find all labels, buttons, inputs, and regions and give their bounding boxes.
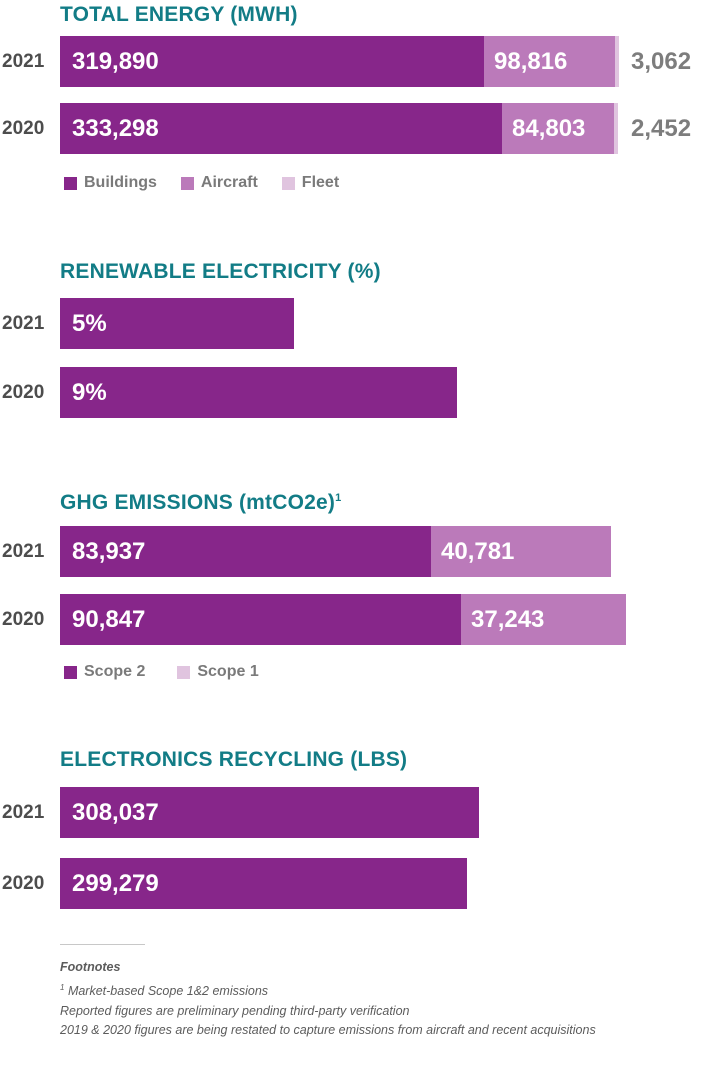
legend-item-buildings: Buildings bbox=[64, 174, 157, 192]
category-label: 2020 bbox=[2, 609, 45, 630]
bar-buildings-2021: 319,890 bbox=[60, 36, 484, 87]
category-label: 2020 bbox=[2, 873, 45, 894]
footnote-2: Reported figures are preliminary pending… bbox=[60, 1004, 410, 1019]
legend-swatch bbox=[64, 176, 77, 190]
category-label: 2020 bbox=[2, 382, 45, 403]
category-label: 2021 bbox=[2, 313, 45, 334]
data-label-fleet-2021: 3,062 bbox=[631, 48, 692, 75]
bar-row-2020: 2020 9% bbox=[0, 367, 709, 418]
bar-row-2020: 2020 333,298 84,803 2,452 bbox=[0, 103, 709, 154]
footnote-text: Market-based Scope 1&2 emissions bbox=[67, 984, 269, 999]
bar-row-2021: 2021 319,890 98,816 3,062 bbox=[0, 36, 709, 87]
legend: Buildings Aircraft Fleet bbox=[64, 174, 363, 192]
bar-renewable-2021: 5% bbox=[60, 298, 294, 349]
bar-fleet-2021 bbox=[615, 36, 619, 87]
chart-title-text: GHG EMISSIONS (mtCO2e) bbox=[60, 491, 336, 514]
legend-swatch bbox=[281, 176, 295, 190]
legend-item-aircraft: Aircraft bbox=[180, 174, 258, 192]
chart-title: GHG EMISSIONS (mtCO2e)1 bbox=[60, 491, 341, 515]
legend-swatch bbox=[180, 176, 194, 190]
bar-scope1-2021: 40,781 bbox=[431, 526, 611, 577]
footnote-marker: 1 bbox=[60, 983, 65, 992]
footnotes: Footnotes 1 Market-based Scope 1&2 emiss… bbox=[60, 944, 660, 1042]
category-label: 2020 bbox=[2, 118, 45, 139]
bar-scope2-2021: 83,937 bbox=[60, 526, 431, 577]
data-label-fleet-2020: 2,452 bbox=[631, 115, 692, 142]
bar-renewable-2020: 9% bbox=[60, 367, 457, 418]
legend: Scope 2 Scope 1 bbox=[64, 663, 283, 681]
category-label: 2021 bbox=[2, 51, 45, 72]
legend-label: Fleet bbox=[301, 174, 340, 191]
bar-fleet-2020 bbox=[614, 103, 618, 154]
bar-aircraft-2021: 98,816 bbox=[484, 36, 615, 87]
bar-row-2021: 2021 5% bbox=[0, 298, 709, 349]
legend-label: Buildings bbox=[84, 174, 157, 191]
bar-buildings-2020: 333,298 bbox=[60, 103, 502, 154]
bar-row-2020: 2020 299,279 bbox=[0, 858, 709, 909]
footnote-1: 1 Market-based Scope 1&2 emissions bbox=[60, 980, 660, 999]
footnote-3: 2019 & 2020 figures are being restated t… bbox=[60, 1023, 596, 1038]
legend-label: Scope 2 bbox=[84, 663, 146, 680]
chart-title: TOTAL ENERGY (MWH) bbox=[60, 3, 298, 26]
category-label: 2021 bbox=[2, 541, 45, 562]
category-label: 2021 bbox=[2, 802, 45, 823]
footnote-marker: 1 bbox=[335, 492, 342, 504]
legend-item-fleet: Fleet bbox=[281, 174, 340, 192]
bar-row-2021: 2021 83,937 40,781 bbox=[0, 526, 709, 577]
legend-label: Aircraft bbox=[200, 174, 258, 191]
legend-swatch bbox=[64, 665, 77, 679]
legend-label: Scope 1 bbox=[197, 663, 259, 680]
bar-aircraft-2020: 84,803 bbox=[502, 103, 614, 154]
bar-recycling-2020: 299,279 bbox=[60, 858, 467, 909]
legend-swatch bbox=[177, 665, 191, 679]
chart-title: ELECTRONICS RECYCLING (LBS) bbox=[60, 748, 408, 771]
legend-item-scope2: Scope 2 bbox=[64, 663, 145, 681]
bar-row-2020: 2020 90,847 37,243 bbox=[0, 594, 709, 645]
chart-title: RENEWABLE ELECTRICITY (%) bbox=[60, 260, 381, 283]
footnote-divider bbox=[60, 944, 145, 945]
bar-recycling-2021: 308,037 bbox=[60, 787, 479, 838]
footnotes-heading: Footnotes bbox=[60, 960, 121, 974]
legend-item-scope1: Scope 1 bbox=[177, 663, 259, 681]
bar-row-2021: 2021 308,037 bbox=[0, 787, 709, 838]
bar-scope2-2020: 90,847 bbox=[60, 594, 461, 645]
bar-scope1-2020: 37,243 bbox=[461, 594, 626, 645]
